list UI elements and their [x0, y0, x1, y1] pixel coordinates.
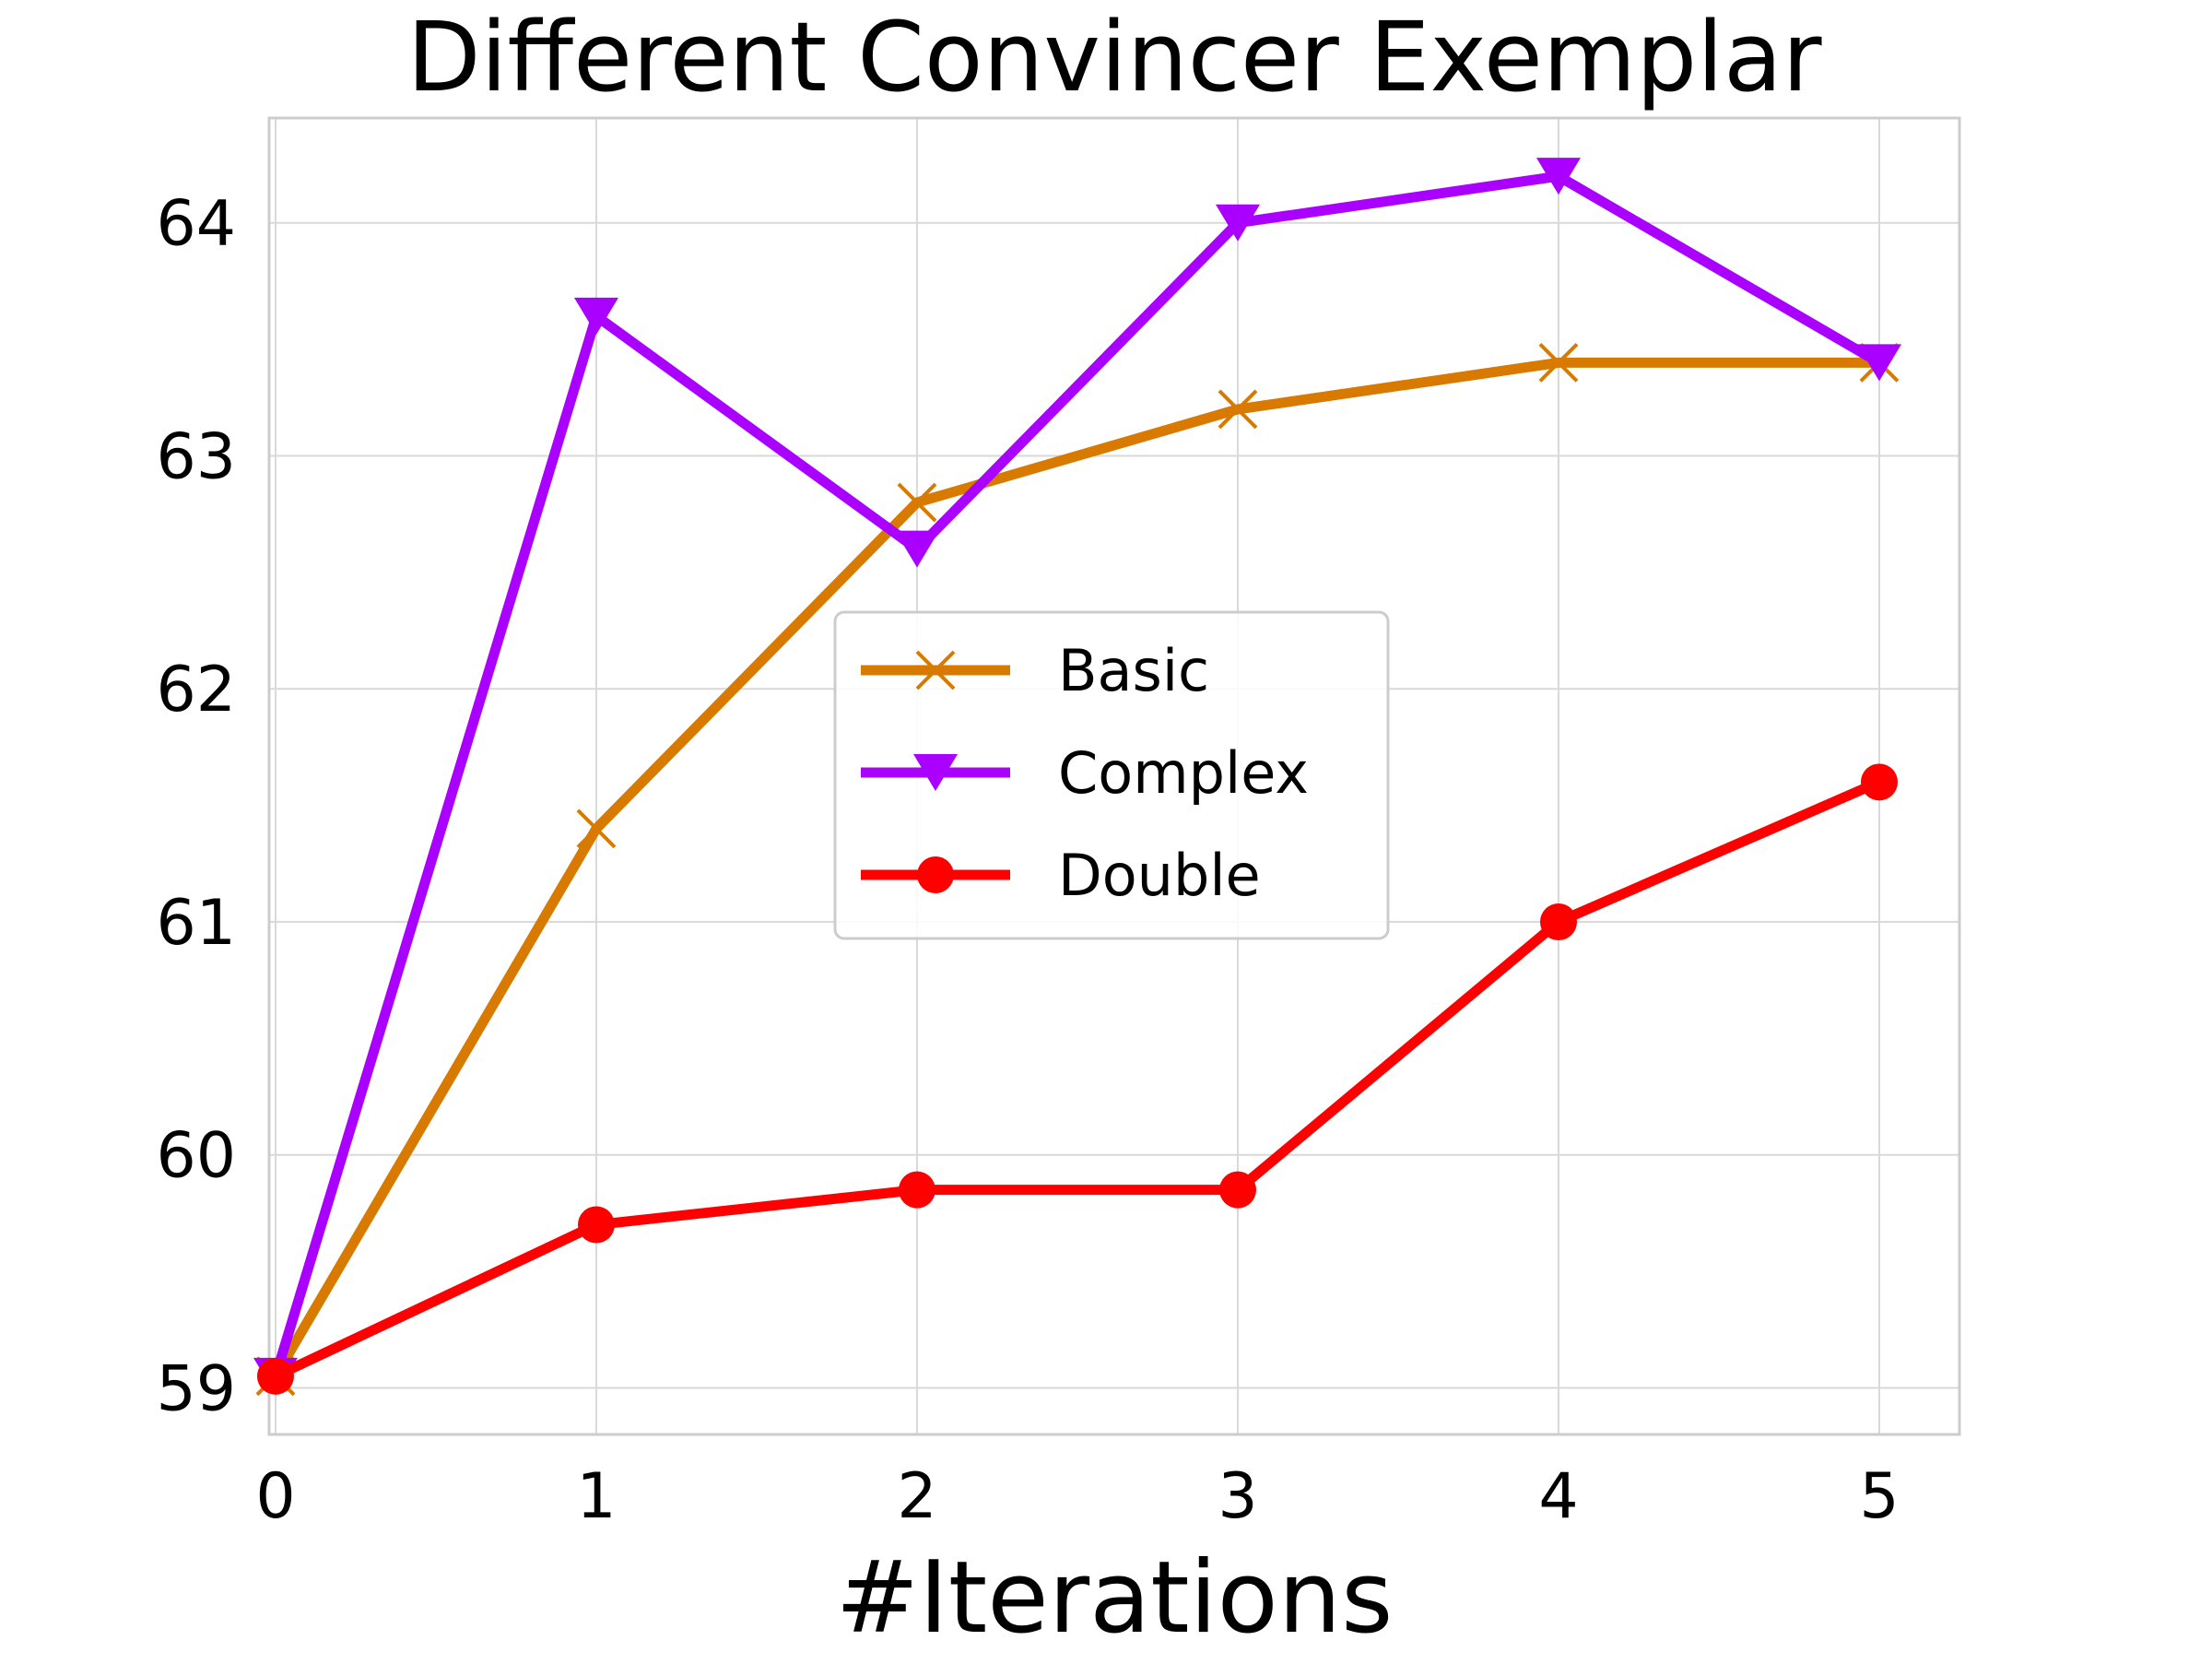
y-tick-label: 61 [156, 887, 236, 960]
chart-title: Different Convincer Exemplar [406, 1, 1821, 113]
circle-marker [1860, 763, 1898, 801]
x-marker [915, 650, 956, 690]
triangle-marker [1215, 204, 1260, 242]
x-tick-label: 5 [1859, 1460, 1899, 1533]
circle-marker [917, 856, 954, 893]
x-tick-label: 2 [897, 1460, 936, 1533]
x-tick-label: 3 [1218, 1460, 1257, 1533]
legend-entry: Basic [861, 637, 1209, 704]
triangle-marker [913, 754, 958, 791]
x-tick-label: 1 [576, 1460, 616, 1533]
series-line [270, 171, 1885, 1382]
x-tick-label: 0 [255, 1460, 295, 1533]
x-marker [1538, 342, 1579, 383]
legend: Basic Complex Double [833, 610, 1390, 940]
y-tick-label: 60 [156, 1120, 236, 1193]
circle-marker [577, 1206, 615, 1244]
circle-marker [898, 1171, 935, 1209]
tick-labels: 59 60 61 62 63 64 0 1 2 3 4 5 [156, 188, 1899, 1533]
circle-marker [1218, 1171, 1256, 1209]
x-axis-label: #Iterations [836, 1540, 1394, 1656]
triangle-marker [1856, 344, 1901, 382]
y-tick-label: 62 [156, 654, 236, 726]
plot-frame [267, 116, 1961, 1436]
legend-label: Complex [1058, 739, 1309, 807]
series-line [270, 357, 1885, 1382]
legend-box [833, 610, 1390, 940]
legend-label: Double [1058, 842, 1261, 909]
legend-entry: Double [861, 842, 1261, 909]
y-tick-label: 63 [156, 420, 236, 493]
series-line [270, 776, 1885, 1382]
x-marker [897, 482, 937, 523]
y-tick-label: 64 [156, 188, 236, 261]
x-marker [1218, 389, 1258, 430]
triangle-marker [573, 297, 618, 335]
circle-marker [256, 1357, 294, 1395]
legend-label: Basic [1058, 637, 1209, 704]
x-tick-label: 4 [1538, 1460, 1578, 1533]
circle-marker [1539, 903, 1577, 940]
x-marker [576, 808, 617, 849]
y-tick-label: 59 [156, 1352, 236, 1425]
legend-entry: Complex [861, 739, 1309, 807]
triangle-marker [1535, 158, 1581, 195]
series-lines [253, 158, 1901, 1397]
series-double [256, 763, 1898, 1395]
triangle-marker [894, 530, 939, 568]
